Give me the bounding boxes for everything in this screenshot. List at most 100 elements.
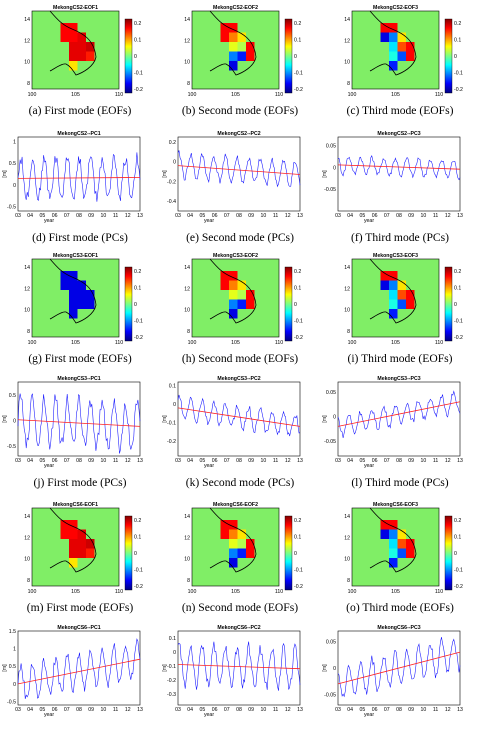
heatmap-cell [77, 280, 86, 290]
colorbar-tick-label: -0.2 [134, 335, 143, 341]
y-tick-label: 10 [344, 308, 350, 314]
y-axis-label: [m] [2, 415, 8, 423]
heatmap-cell [69, 271, 78, 281]
heatmap-cell [69, 529, 78, 539]
plot-frame [17, 630, 141, 706]
x-tick-label: 08 [76, 707, 82, 713]
heatmap-cell [229, 529, 238, 539]
pc-chart-svg: MekongCS2--PC3 0.05 0 -0.05 [m] 03 04 05 06 07 08 0… [322, 131, 463, 224]
heatmap-cell [77, 299, 86, 309]
y-tick-label: 8 [27, 329, 30, 335]
x-tick-label: 06 [372, 707, 378, 713]
x-tick-label: 10 [421, 213, 427, 219]
pc-series-line [337, 155, 461, 181]
x-tick-label: 07 [224, 458, 230, 464]
y-tick-label: 0.05 [326, 390, 336, 396]
eof-map-panel: MekongCS2-EOF2 14 12 10 8 100 105 110 0.2 0.1 0 -0.… [160, 0, 320, 128]
y-axis-label: [m] [322, 664, 328, 672]
pc-chart-svg: MekongCS2--PC1 1 0.5 0 -0.5 [m] 03 04 05 06 07 08 09… [2, 131, 143, 224]
heatmap-cell [229, 539, 238, 549]
colorbar-tick-label: 0 [294, 551, 297, 557]
x-tick-label: 04 [27, 707, 33, 713]
x-tick-label: 04 [27, 458, 33, 464]
y-axis-label: [m] [322, 170, 328, 178]
heatmap-cell [69, 548, 78, 558]
colorbar-tick-label: 0.1 [134, 38, 141, 44]
y-tick-label: 10 [344, 60, 350, 66]
x-tick-label: 105 [71, 589, 80, 595]
colorbar-tick-label: 0.1 [134, 535, 141, 541]
y-tick-label: 0 [173, 402, 176, 408]
y-tick-label: 8 [27, 578, 30, 584]
x-tick-label: 05 [40, 707, 46, 713]
x-tick-label: 10 [261, 458, 267, 464]
x-tick-label: 04 [27, 213, 33, 219]
heatmap-cell [60, 280, 69, 290]
heatmap-cell [237, 32, 246, 42]
x-axis-label: year [204, 712, 214, 718]
colorbar-tick-label: 0.2 [134, 269, 141, 275]
heatmap-cell [397, 290, 406, 300]
x-tick-label: 13 [137, 707, 143, 713]
colorbar [124, 515, 133, 591]
panel-caption: (g) First mode (EOFs) [28, 352, 132, 365]
trend-line [177, 664, 301, 670]
heatmap-cell [237, 299, 246, 309]
x-tick-label: 04 [187, 707, 193, 713]
eof-map-panel: MekongCS3-EOF1 14 12 10 8 100 105 110 0.2 0.1 0 -0.… [0, 248, 160, 373]
x-tick-label: 110 [115, 92, 123, 98]
y-tick-label: 1 [13, 647, 16, 653]
x-tick-label: 11 [273, 707, 278, 713]
pc-timeseries-panel: MekongCS3--PC3 0.05 0 -0.05 [m] 03 04 05 06 07 08 0… [320, 373, 480, 497]
heatmap-cell [60, 32, 69, 42]
x-tick-label: 110 [275, 589, 283, 595]
eof-map-panel: MekongCS2-EOF1 14 12 10 8 100 105 110 0.2 0.1 0 -0.… [0, 0, 160, 128]
x-tick-label: 07 [64, 458, 70, 464]
y-tick-label: 0.1 [169, 636, 176, 642]
y-tick-label: 8 [187, 81, 190, 87]
panel-caption: (m) First mode (EOFs) [26, 601, 134, 614]
heatmap-cell [229, 23, 238, 33]
panel-title: MekongCS6-EOF2 [213, 502, 258, 508]
pc-timeseries-panel: MekongCS6--PC2 0.1 0 -0.1 -0.2 -0.3 [m] 03 04 05 0… [160, 622, 320, 745]
x-tick-label: 03 [15, 707, 21, 713]
x-axis-label: year [44, 463, 54, 469]
colorbar-tick-label: 0.1 [294, 38, 301, 44]
y-tick-label: 14 [184, 265, 190, 271]
y-tick-label: 0.05 [326, 144, 336, 150]
heatmap-cell [246, 548, 255, 558]
heatmap-cell [229, 299, 238, 309]
x-tick-label: 13 [137, 213, 143, 219]
heatmap-cell [229, 558, 238, 568]
y-tick-label: 12 [344, 535, 350, 541]
heatmap-cell [246, 299, 255, 309]
x-tick-label: 105 [231, 92, 240, 98]
x-tick-label: 07 [384, 213, 390, 219]
x-tick-label: 10 [261, 707, 267, 713]
colorbar-tick-label: -0.1 [294, 568, 303, 574]
heatmap-cell [229, 520, 238, 530]
heatmap-cell [69, 299, 78, 309]
x-axis-label: year [364, 463, 374, 469]
panel-title: MekongCS2-EOF1 [53, 5, 98, 11]
heatmap-cell [380, 520, 389, 530]
pc-series-line [177, 641, 301, 691]
trend-line [177, 407, 301, 427]
panel-title: MekongCS3--PC3 [377, 376, 420, 382]
x-tick-label: 10 [421, 458, 427, 464]
colorbar [444, 266, 453, 342]
heatmap-cell [77, 42, 86, 52]
x-tick-label: 11 [273, 458, 278, 464]
coastline [209, 507, 257, 573]
plot-frame [337, 136, 461, 212]
y-tick-label: 0 [13, 682, 16, 688]
x-tick-label: 04 [347, 458, 353, 464]
colorbar [124, 18, 133, 94]
x-tick-label: 12 [285, 458, 291, 464]
x-tick-label: 12 [125, 458, 131, 464]
x-tick-label: 12 [445, 213, 451, 219]
y-tick-label: 0.5 [9, 393, 16, 399]
y-tick-label: 14 [24, 265, 30, 271]
colorbar-tick-label: 0.2 [134, 21, 141, 27]
panel-caption: (o) Third mode (EOFs) [346, 601, 454, 614]
